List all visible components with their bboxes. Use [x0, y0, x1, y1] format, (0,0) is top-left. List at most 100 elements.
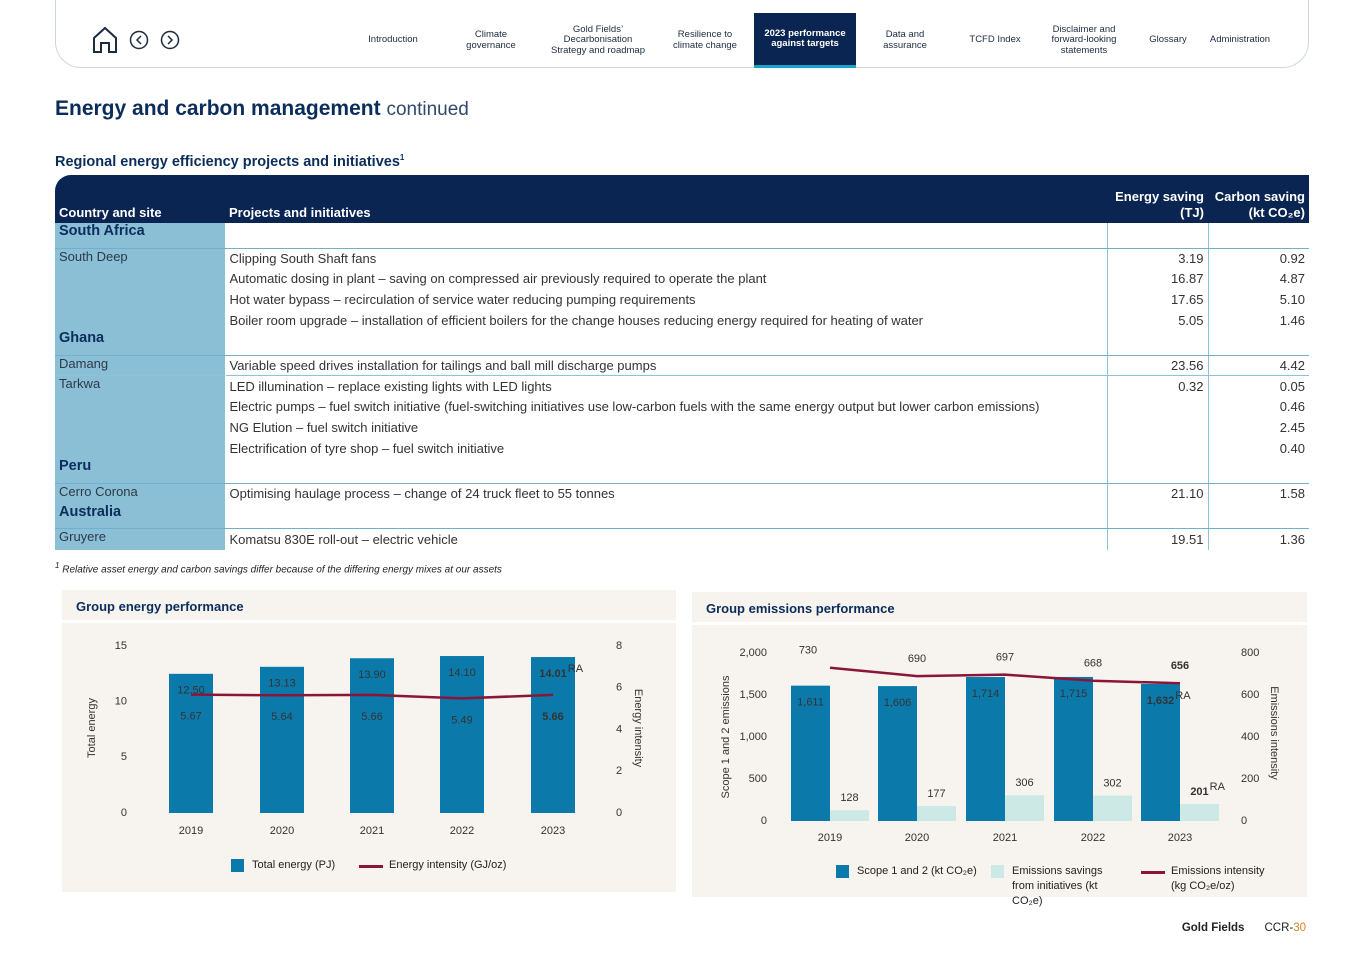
y2-tick-label: 600	[1241, 689, 1259, 701]
y2-tick-label: 0	[616, 807, 622, 819]
line-value-label: 5.67	[180, 711, 201, 723]
nav-item[interactable]: Resilience to climate change	[673, 29, 737, 51]
x-tick-label: 2022	[1081, 832, 1105, 844]
y-tick-label: 1,000	[739, 731, 767, 743]
legend-label: Total energy (PJ)	[252, 859, 336, 871]
nav-item[interactable]: Administration	[1209, 34, 1271, 46]
back-button[interactable]	[129, 30, 149, 50]
home-icon[interactable]	[93, 26, 117, 53]
y2-tick-label: 0	[1241, 815, 1247, 827]
bar-value-label: 14.01	[539, 668, 567, 680]
bar-value-label: 1,715	[1060, 688, 1088, 700]
carbon-saving: 0.40	[1207, 437, 1309, 459]
y-axis-title: Total energy	[86, 698, 98, 758]
nav-item[interactable]: Introduction	[368, 34, 418, 46]
carbon-saving: 2.45	[1207, 417, 1309, 438]
footnote: 1 Relative asset energy and carbon savin…	[55, 561, 502, 575]
legend-label: Emissions savings from initiatives (kt C…	[1012, 865, 1103, 907]
bar-value-label: 306	[1015, 777, 1033, 789]
header-cell: Energy saving (TJ)	[1107, 175, 1208, 223]
page-heading: Energy and carbon management continued	[55, 97, 469, 121]
legend-item: Scope 1 and 2 (kt CO₂e)	[836, 864, 996, 879]
table-row: Automatic dosing in plant – saving on co…	[55, 268, 1309, 290]
project: Optimising haulage process – change of 2…	[224, 483, 1107, 504]
legend-swatch	[836, 865, 849, 878]
empty-cell	[224, 503, 1107, 530]
y-tick-label: 500	[749, 773, 767, 785]
project: NG Elution – fuel switch initiative	[224, 417, 1107, 438]
carbon-saving: 5.10	[1207, 289, 1309, 310]
bar	[1093, 795, 1132, 821]
energy-saving	[1106, 396, 1208, 418]
energy-saving	[1106, 437, 1208, 459]
nav-item[interactable]: Gold Fields’ Decarbonisation Strategy an…	[550, 23, 645, 56]
region-row: South Africa	[55, 223, 1309, 249]
y2-tick-label: 400	[1241, 731, 1259, 743]
value-note: RA	[1175, 690, 1191, 702]
y2-tick-label: 200	[1241, 773, 1259, 785]
nav-item[interactable]: Climate governance	[466, 29, 516, 51]
legend-label: Emissions intensity (kg CO₂e/oz)	[1171, 865, 1265, 892]
legend-label: Scope 1 and 2 (kt CO₂e)	[857, 865, 977, 877]
bar	[440, 656, 484, 813]
energy-saving: 16.87	[1106, 268, 1208, 290]
bar-value-label: 1,632	[1147, 695, 1175, 707]
forward-button[interactable]	[160, 30, 180, 50]
header-row: Country and site Projects and initiative…	[55, 175, 1309, 223]
heading-suffix: continued	[386, 99, 469, 120]
nav-bar: Introduction Climate governance Gold Field…	[55, 0, 1309, 68]
bar-value-label: 201	[1190, 786, 1208, 798]
chart-title: Group energy performance	[62, 590, 676, 623]
line	[829, 666, 1181, 685]
chart-title: Group emissions performance	[692, 592, 1307, 625]
x-tick-label: 2022	[450, 825, 474, 837]
table-row: Cerro Corona Optimising haulage process –…	[55, 483, 1309, 504]
x-tick-label: 2021	[993, 832, 1017, 844]
line-value-label: 668	[1084, 658, 1102, 670]
x-tick-label: 2023	[1168, 832, 1192, 844]
empty-cell	[1207, 223, 1309, 249]
project: Electric pumps – fuel switch initiative …	[224, 396, 1107, 418]
bar	[878, 686, 917, 821]
nav-item[interactable]: Data and assurance	[883, 29, 927, 51]
line-value-label: 690	[908, 653, 926, 665]
nav-item[interactable]: Disclaimer and forward-looking statement…	[1051, 23, 1117, 56]
legend-item: Energy intensity (GJ/oz)	[359, 858, 509, 873]
page-number: 30	[1293, 922, 1306, 934]
empty-cell	[224, 330, 1107, 356]
carbon-saving: 4.42	[1207, 355, 1309, 376]
energy-saving: 21.10	[1106, 483, 1208, 504]
bar	[791, 685, 830, 821]
y-tick-label: 1,500	[739, 689, 767, 701]
y2-axis-title: Energy intensity	[632, 689, 644, 768]
empty-cell	[1207, 503, 1309, 530]
carbon-saving: 0.46	[1207, 396, 1309, 418]
legend-line	[359, 865, 383, 868]
carbon-saving: 1.36	[1207, 528, 1309, 550]
nav-item[interactable]: Glossary	[1149, 34, 1187, 46]
project: Electrification of tyre shop – fuel swit…	[224, 437, 1107, 459]
carbon-saving: 0.92	[1207, 248, 1309, 269]
nav-item[interactable]: TCFD Index	[969, 34, 1021, 46]
bar	[830, 810, 869, 821]
y2-tick-label: 8	[616, 640, 622, 652]
empty-cell	[1207, 458, 1309, 484]
projects-table: Country and site Projects and initiative…	[55, 175, 1309, 550]
bar	[169, 673, 213, 813]
y2-axis-title: Emissions intensity	[1268, 686, 1280, 780]
y-tick-label: 2,000	[739, 647, 767, 659]
table-row: NG Elution – fuel switch initiative 2.45	[55, 417, 1309, 438]
site-name: Damang	[55, 355, 225, 376]
x-tick-label: 2021	[360, 825, 384, 837]
header-cell: Country and site	[55, 175, 225, 223]
legend-item: Total energy (PJ)	[231, 858, 351, 873]
y-axis-title: Scope 1 and 2 emissions	[720, 675, 732, 798]
header-cell: Projects and initiatives	[225, 175, 1107, 223]
table-row: Hot water bypass – recirculation of serv…	[55, 289, 1309, 310]
bar-value-label: 13.90	[358, 669, 386, 681]
nav-item[interactable]: 2023 performance against targets	[754, 13, 856, 68]
empty-cell	[1106, 458, 1208, 484]
bar-value-label: 128	[840, 792, 858, 804]
energy-saving: 5.05	[1106, 309, 1208, 331]
